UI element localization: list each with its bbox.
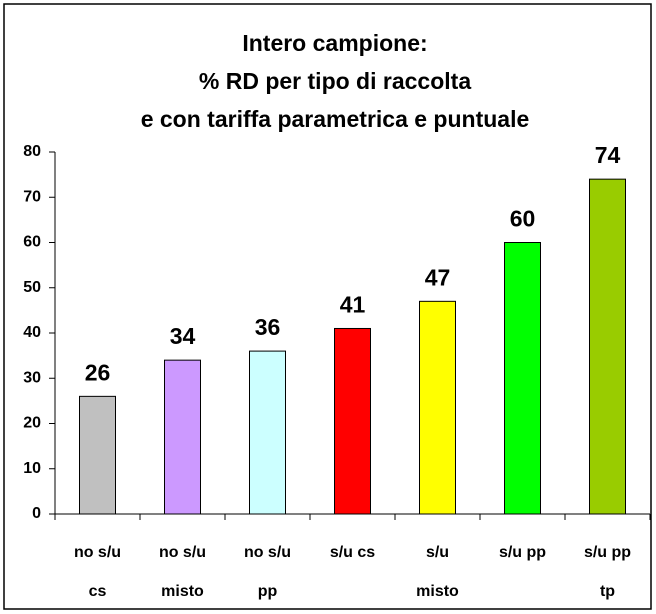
bar — [334, 327, 371, 515]
y-tick-label: 10 — [23, 460, 41, 477]
bar — [249, 350, 286, 515]
chart-title: Intero campione: — [242, 30, 427, 56]
bar — [504, 242, 541, 515]
y-tick-label: 0 — [32, 505, 41, 522]
data-label: 36 — [255, 314, 281, 340]
bar — [419, 300, 456, 515]
y-tick-label: 20 — [23, 415, 41, 432]
x-tick-label: no s/u — [244, 544, 291, 561]
x-tick-label: s/u pp — [499, 544, 546, 561]
x-tick-label: misto — [416, 583, 459, 600]
y-tick-label: 70 — [23, 188, 41, 205]
x-tick-label: s/u cs — [330, 544, 375, 561]
chart-border — [3, 3, 652, 610]
x-tick-label: no s/u — [159, 544, 206, 561]
x-tick-label: tp — [600, 583, 615, 600]
x-tick-label: misto — [161, 583, 204, 600]
data-label: 74 — [595, 142, 621, 168]
x-tick-label: s/u pp — [584, 544, 631, 561]
y-tick-label: 60 — [23, 234, 41, 251]
x-tick-label: no s/u — [74, 544, 121, 561]
data-label: 47 — [425, 264, 451, 290]
y-tick-label: 30 — [23, 369, 41, 386]
bar — [164, 359, 201, 515]
data-label: 41 — [340, 292, 366, 318]
y-tick-label: 40 — [23, 324, 41, 341]
y-tick-label: 80 — [23, 143, 41, 160]
bar — [79, 395, 116, 515]
chart-title: % RD per tipo di raccolta — [199, 68, 471, 94]
chart-title: e con tariffa parametrica e puntuale — [141, 106, 530, 132]
x-tick-label: pp — [258, 583, 278, 600]
data-label: 26 — [85, 359, 111, 385]
x-tick-label: cs — [89, 583, 107, 600]
bar — [589, 178, 626, 515]
y-tick-label: 50 — [23, 279, 41, 296]
data-label: 34 — [170, 323, 196, 349]
data-label: 60 — [510, 206, 536, 232]
x-tick-label: s/u — [426, 544, 449, 561]
